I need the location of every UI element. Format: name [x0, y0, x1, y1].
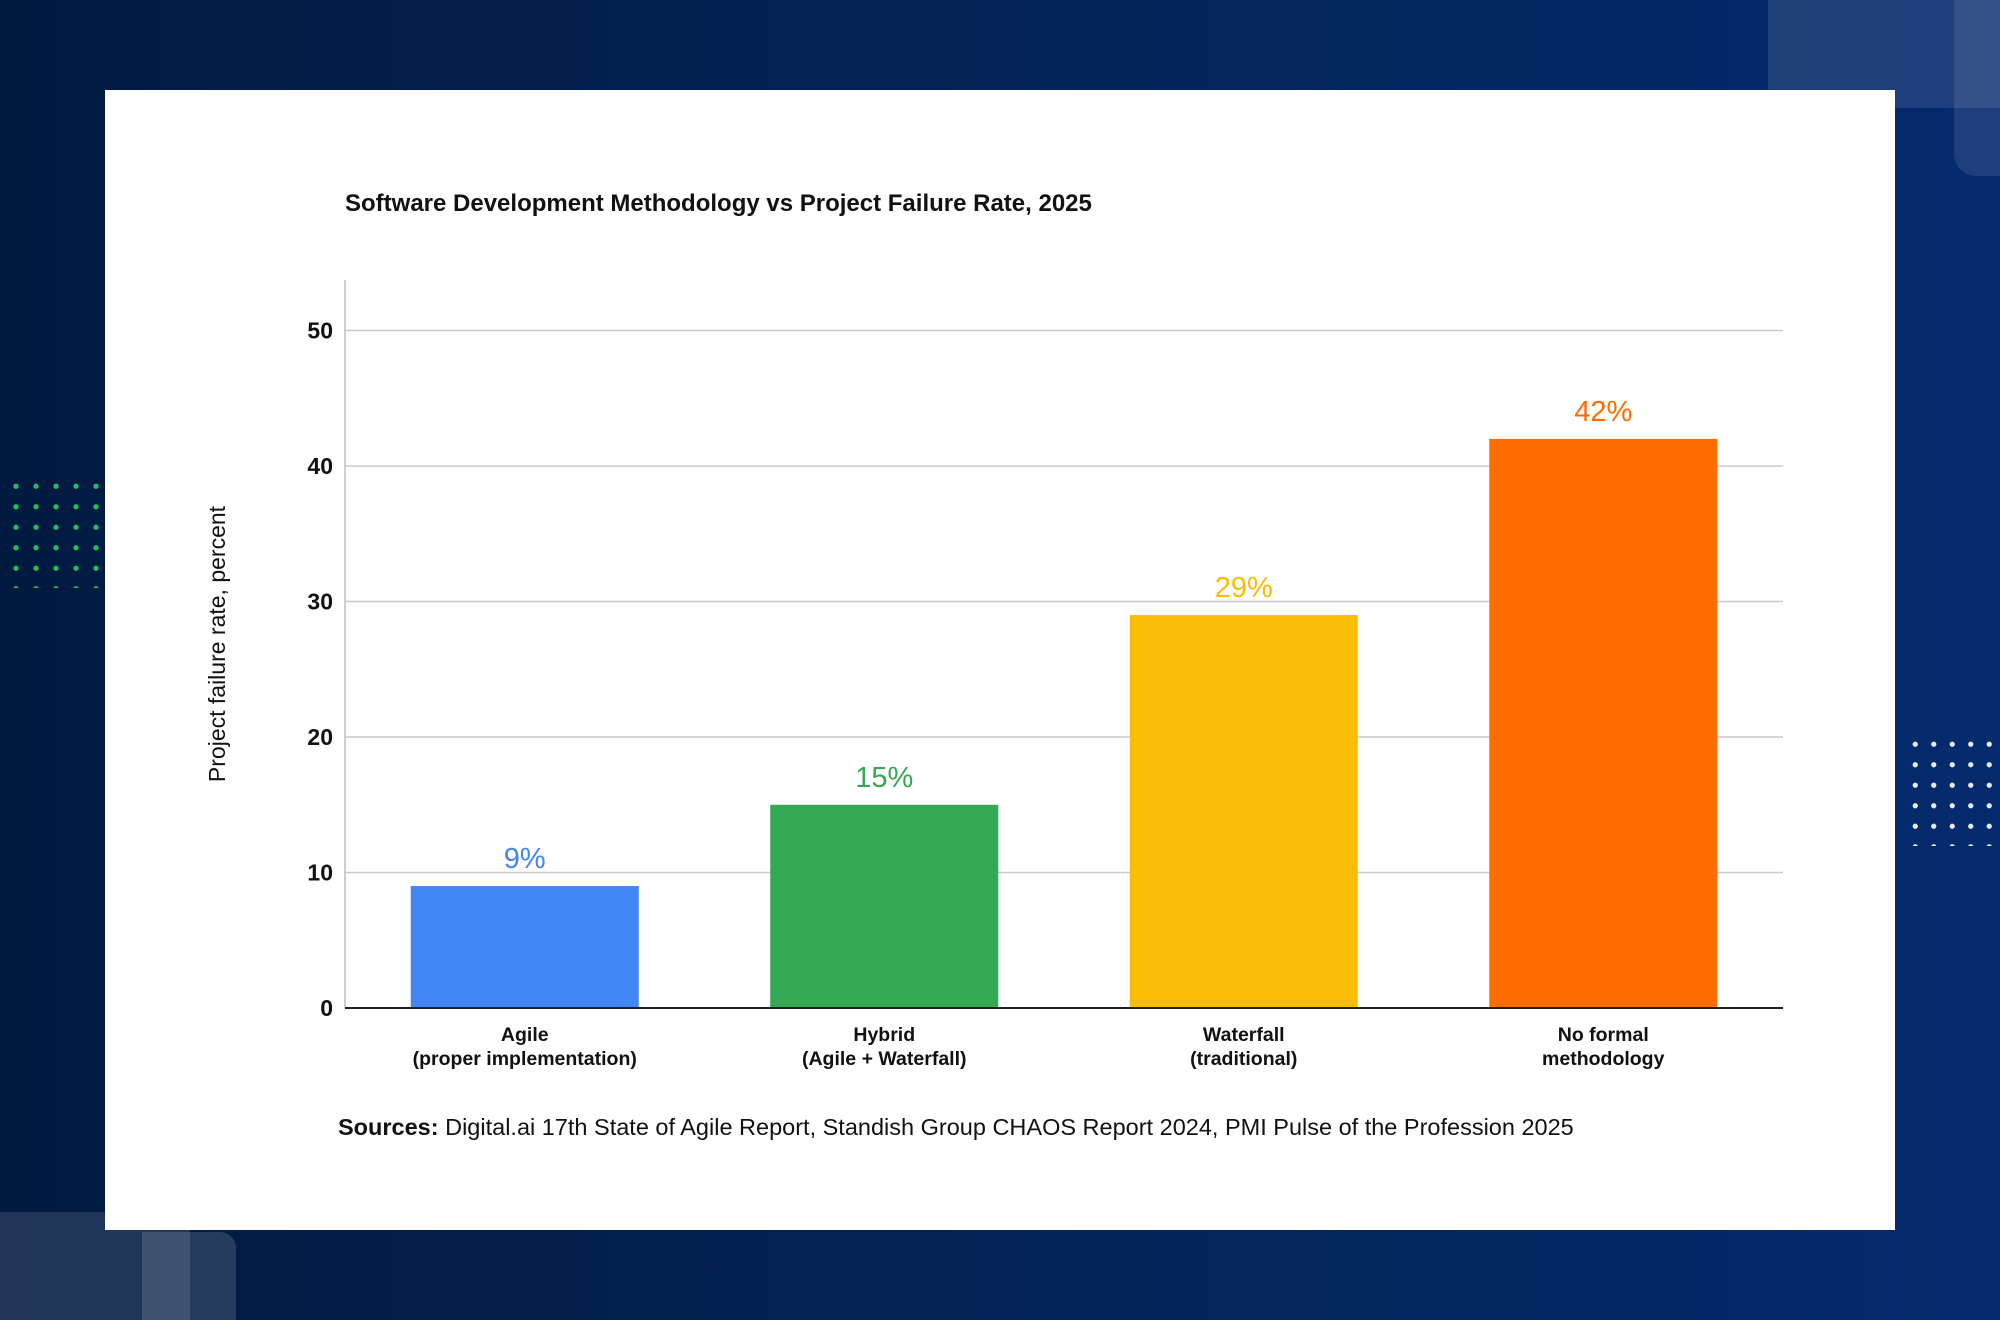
dot-pattern: [1906, 734, 2000, 846]
y-tick-label: 10: [307, 860, 333, 886]
x-category-label: No formal: [1558, 1024, 1649, 1046]
data-label: 42%: [1574, 396, 1632, 428]
labels: 0 10 20 30 40 50 9% Agile(proper implementation…: [307, 318, 1664, 1071]
bars: [410, 438, 1718, 1008]
x-category-label: (Agile + Waterfall): [802, 1048, 967, 1070]
x-category-label: Agile: [501, 1024, 549, 1046]
y-tick-label: 20: [307, 724, 333, 750]
x-category-label: (traditional): [1190, 1048, 1297, 1070]
bar-chart: 0 10 20 30 40 50 9% Agile(proper implementation…: [307, 280, 1783, 1071]
axes: [344, 280, 1783, 1009]
x-category-label: Waterfall: [1203, 1024, 1285, 1046]
corner-decoration: [0, 1212, 190, 1320]
dot-pattern: [6, 476, 106, 588]
corner-decoration: [142, 1232, 236, 1320]
y-tick-label: 40: [307, 453, 333, 479]
chart-card: Software Development Methodology vs Proj…: [105, 90, 1895, 1230]
x-category-label: Hybrid: [853, 1024, 915, 1046]
y-tick-label: 50: [307, 318, 333, 344]
data-label: 15%: [855, 762, 913, 794]
data-label: 29%: [1215, 572, 1273, 604]
y-tick-label: 30: [307, 589, 333, 615]
sources-label: Sources:: [338, 1114, 439, 1140]
x-category-label: methodology: [1542, 1048, 1665, 1070]
chart-title: Software Development Methodology vs Proj…: [345, 190, 1092, 217]
bar: [770, 804, 999, 1008]
bar: [410, 886, 639, 1008]
data-label: 9%: [504, 843, 546, 875]
x-category-label: (proper implementation): [413, 1048, 637, 1070]
bar: [1129, 615, 1358, 1008]
y-tick-label: 0: [320, 995, 333, 1021]
corner-decoration: [1954, 0, 2000, 176]
sources-note: Sources: Digital.ai 17th State of Agile …: [338, 1114, 1574, 1141]
sources-text: Digital.ai 17th State of Agile Report, S…: [438, 1114, 1574, 1140]
bar: [1489, 438, 1718, 1008]
